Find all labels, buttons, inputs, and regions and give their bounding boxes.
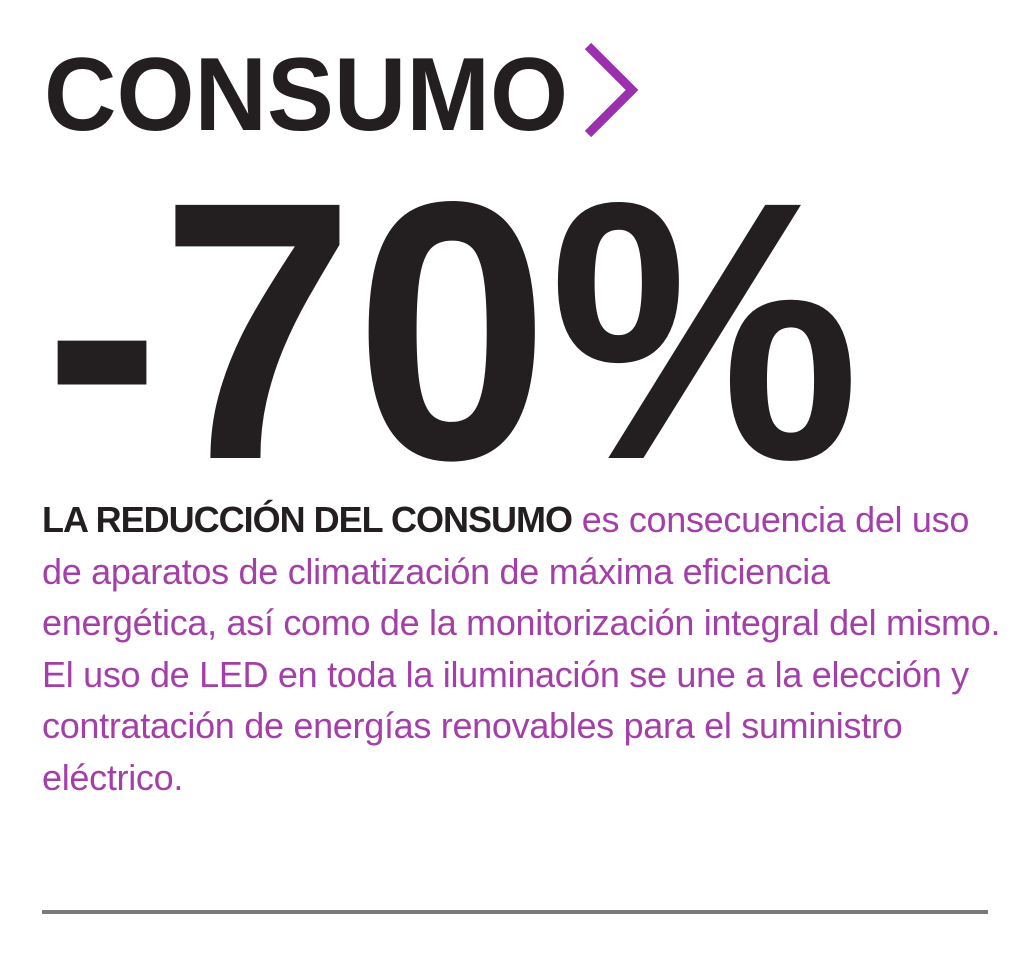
header-area: CONSUMO -70% [44, 37, 860, 480]
divider [42, 910, 988, 914]
section-title: CONSUMO [44, 37, 568, 153]
big-figure: -70% [44, 125, 860, 480]
body-paragraph: LA REDUCCIÓN DEL CONSUMO es consecuencia… [42, 494, 1002, 803]
chevron-icon [584, 42, 639, 138]
paragraph-lead: LA REDUCCIÓN DEL CONSUMO [42, 499, 573, 540]
paragraph-text: es consecuencia del uso de aparatos de c… [42, 499, 1001, 798]
